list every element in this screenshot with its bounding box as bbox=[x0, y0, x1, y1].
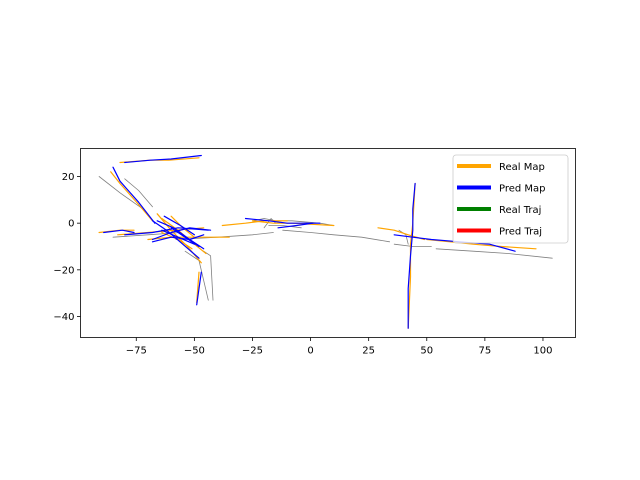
series-2-line-6 bbox=[282, 229, 390, 243]
x-tick-label: 50 bbox=[420, 346, 433, 357]
series-1-line-1 bbox=[112, 166, 156, 224]
series-2-line-7 bbox=[268, 225, 302, 229]
legend-box bbox=[452, 154, 569, 244]
series-2-line-4 bbox=[203, 250, 214, 301]
series-1-line-0 bbox=[124, 154, 202, 164]
x-tick-label: −50 bbox=[184, 346, 205, 357]
legend-label: Pred Map bbox=[499, 184, 546, 195]
series-1-line-12 bbox=[244, 217, 321, 224]
series-2-line-3 bbox=[184, 250, 209, 301]
y-tick-label: −40 bbox=[53, 312, 74, 323]
series-1-line-3 bbox=[124, 227, 209, 236]
series-1-line-5 bbox=[151, 220, 200, 259]
legend-label: Pred Traj bbox=[499, 227, 542, 238]
series-2-line-9 bbox=[435, 248, 553, 259]
series-0-line-4 bbox=[147, 236, 230, 241]
series-1-line-6 bbox=[156, 220, 205, 250]
y-tick-label: 0 bbox=[68, 219, 74, 230]
x-tick-label: −25 bbox=[242, 346, 263, 357]
series-0-line-13 bbox=[407, 182, 416, 329]
y-tick-label: −20 bbox=[53, 265, 74, 276]
series-0-line-10 bbox=[221, 220, 288, 227]
x-tick-label: 100 bbox=[533, 346, 552, 357]
series-1-line-13 bbox=[277, 222, 314, 229]
y-tick-label: 20 bbox=[62, 172, 75, 183]
series-0-line-1 bbox=[110, 171, 154, 222]
series-0-line-9 bbox=[196, 271, 200, 304]
series-2-line-1 bbox=[124, 178, 153, 208]
series-2-line-5 bbox=[175, 232, 274, 240]
series-1-line-10 bbox=[151, 227, 212, 241]
series-1-line-15 bbox=[393, 234, 516, 252]
series-1-line-2 bbox=[103, 229, 135, 234]
legend: Real Map Pred Map Real Traj Pred Traj bbox=[452, 154, 569, 244]
legend-label: Real Traj bbox=[499, 205, 541, 216]
series-2-line-8 bbox=[393, 243, 432, 247]
axis-ticks: −75 −50 −25 0 25 50 75 100 −40 −20 0 20 bbox=[53, 172, 552, 357]
series-1-line-11 bbox=[196, 271, 202, 306]
x-tick-label: −75 bbox=[126, 346, 147, 357]
series-1-line-9 bbox=[161, 229, 195, 245]
series-0-line-14 bbox=[426, 238, 537, 250]
axes-frame bbox=[80, 148, 576, 338]
x-tick-label: 75 bbox=[478, 346, 491, 357]
legend-label: Real Map bbox=[499, 162, 545, 173]
plot-lines bbox=[98, 154, 553, 329]
x-tick-label: 25 bbox=[362, 346, 375, 357]
x-tick-label: 0 bbox=[307, 346, 313, 357]
series-2-line-10 bbox=[398, 229, 409, 245]
series-2-line-0 bbox=[98, 176, 144, 210]
series-1-line-14 bbox=[407, 182, 416, 329]
series-1-line-7 bbox=[163, 215, 195, 236]
